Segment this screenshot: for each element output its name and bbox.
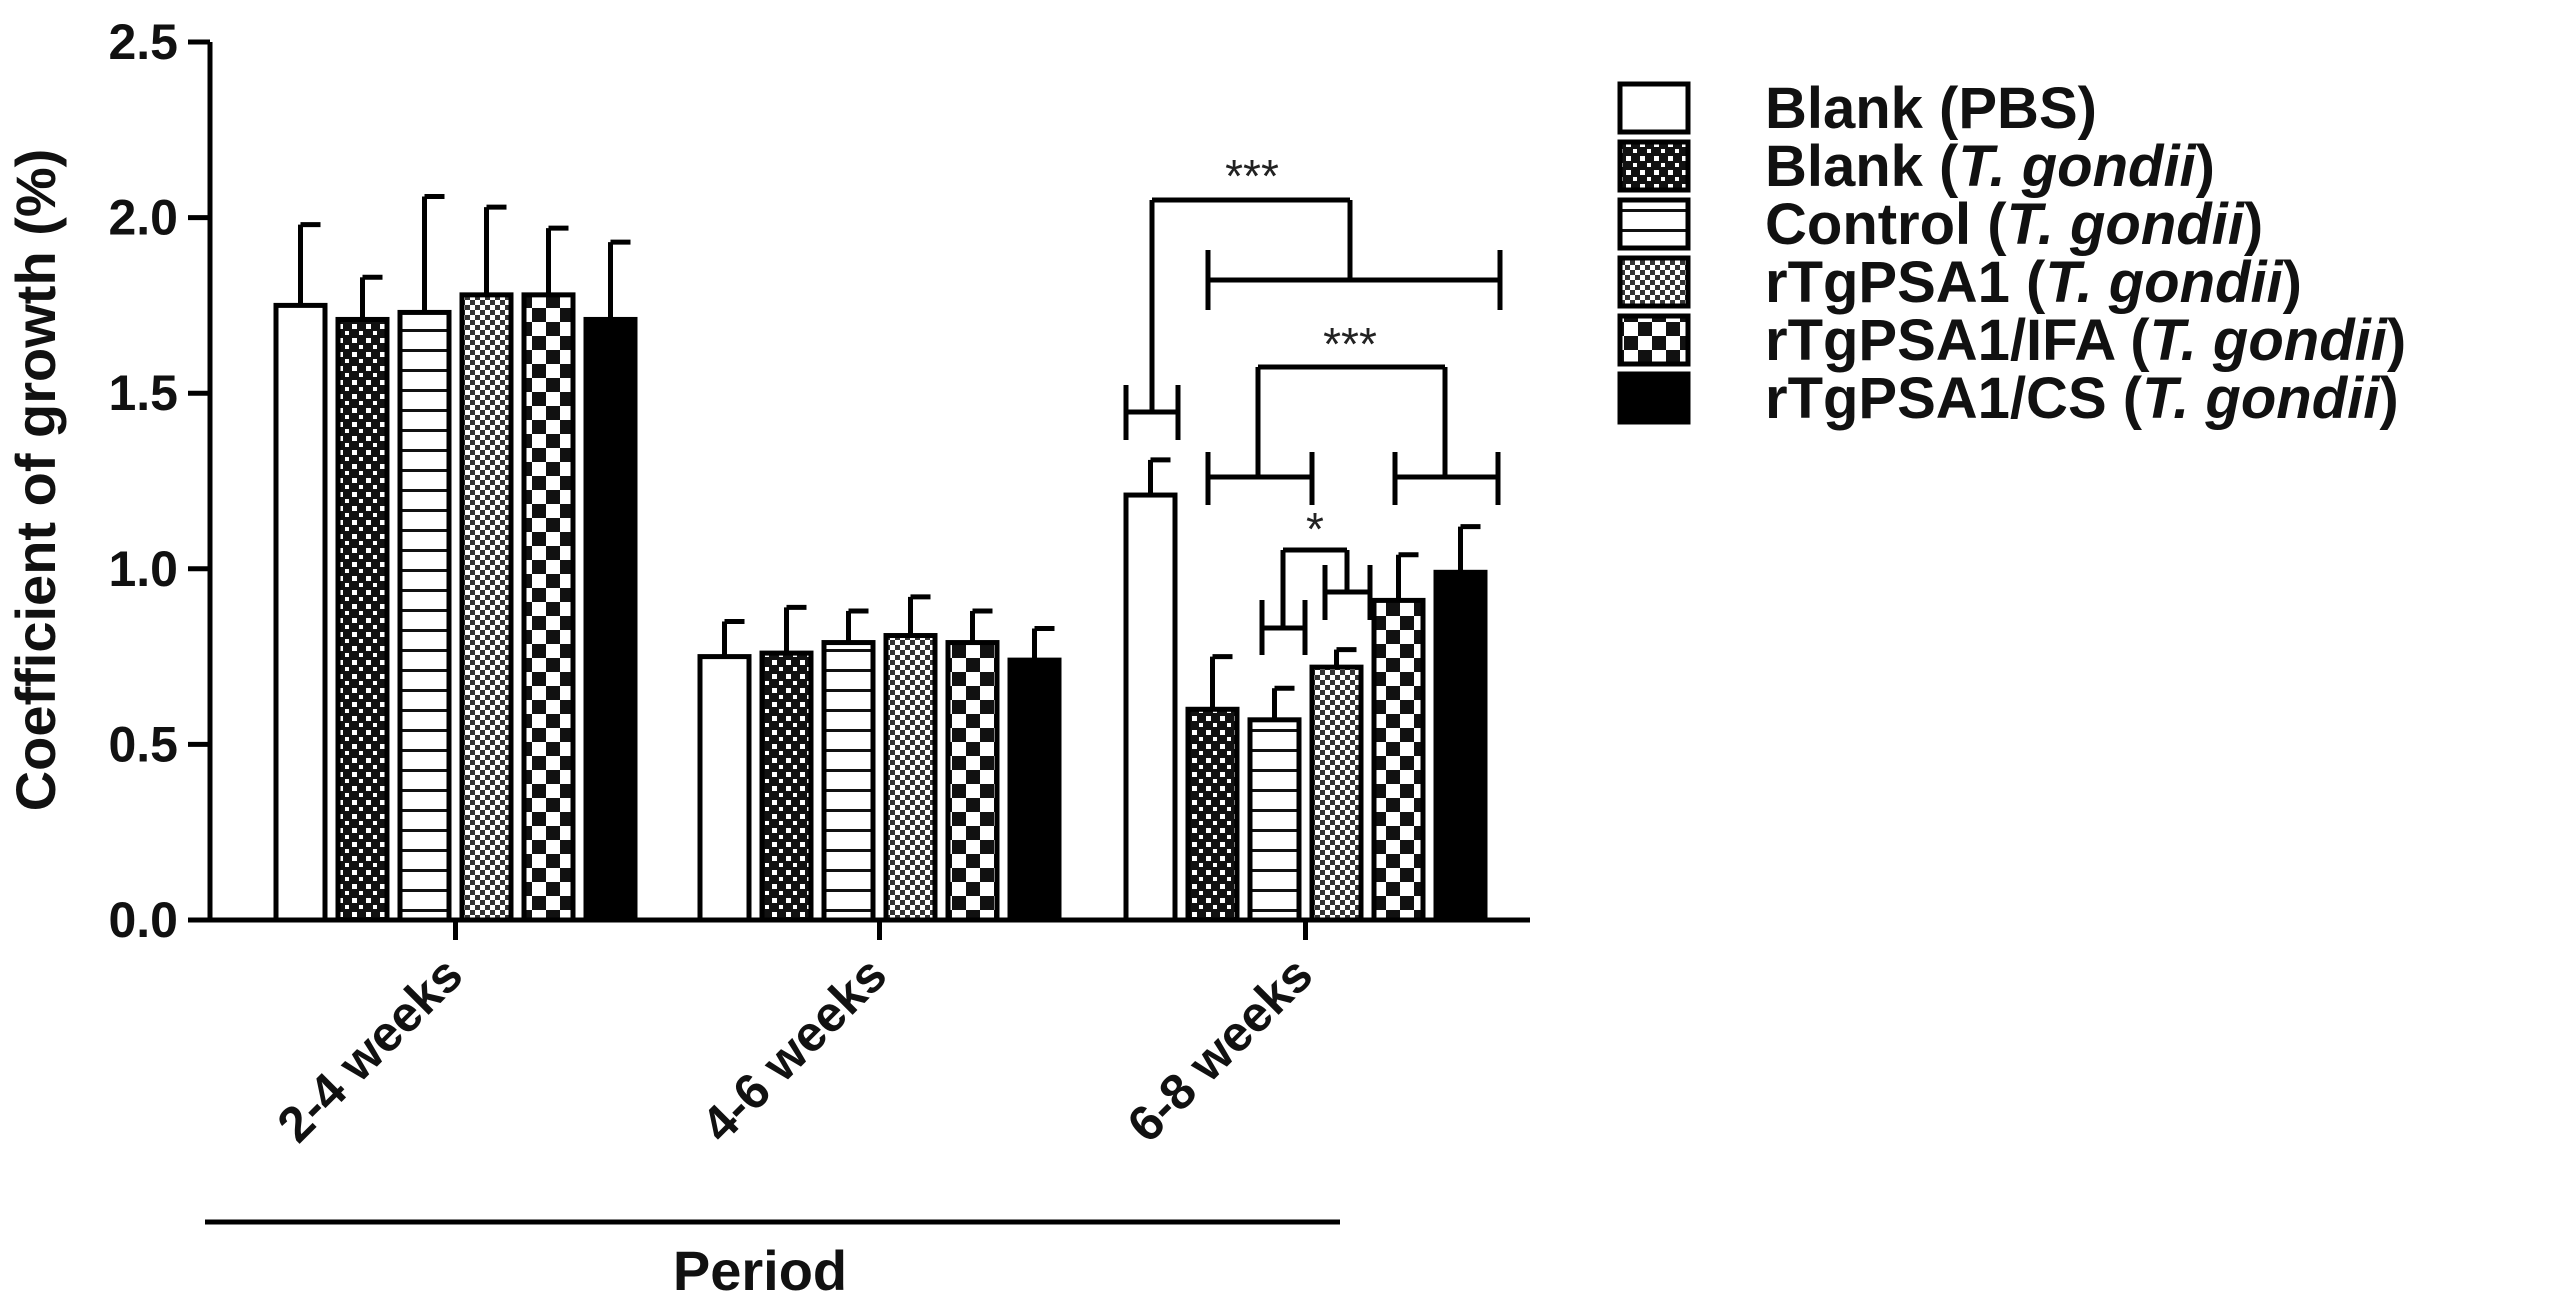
sig-label-1: ***	[1225, 150, 1279, 202]
significance-annotations	[1123, 197, 1503, 655]
legend-swatch	[1617, 81, 1691, 135]
legend-swatch	[1617, 313, 1691, 367]
bar-series-group	[273, 194, 1488, 923]
sig-bracket-blank-pbs	[1123, 200, 1181, 440]
y-tick-label: 1.5	[108, 365, 178, 421]
sig-bracket-rtgpsa1-small	[1322, 550, 1373, 620]
legend-item: Blank (PBS)	[1617, 76, 2097, 141]
y-tick-label: 0.0	[108, 892, 178, 948]
sig-bracket-rtgpsa1-groups	[1205, 200, 1503, 310]
bar	[697, 654, 752, 923]
legend-label: Control (T. gondii)	[1765, 192, 2263, 257]
sig-bracket-ifa-cs	[1392, 367, 1501, 505]
bar	[945, 640, 1000, 923]
y-axis: 0.0 0.5 1.0 1.5 2.0 2.5	[108, 14, 213, 948]
bar	[521, 292, 576, 923]
x-axis: 2-4 weeks 4-6 weeks 6-8 weeks	[210, 917, 1530, 1153]
bar	[1371, 597, 1426, 923]
y-axis-title: Coefficient of growth (%)	[4, 149, 67, 812]
sig-label-2: ***	[1323, 318, 1377, 370]
legend-item: rTgPSA1/IFA (T. gondii)	[1617, 308, 2406, 373]
bar	[1185, 706, 1240, 923]
bar	[1007, 657, 1062, 923]
legend-label: rTgPSA1/IFA (T. gondii)	[1765, 308, 2406, 373]
sig-bracket-blank-control	[1205, 367, 1315, 505]
x-tick-label: 6-8 weeks	[1117, 946, 1324, 1153]
bar	[1123, 492, 1178, 923]
bar	[1247, 717, 1302, 923]
bar	[1433, 569, 1488, 923]
x-tick-label: 2-4 weeks	[267, 946, 474, 1153]
y-tick-label: 2.5	[108, 14, 178, 70]
legend-label: rTgPSA1 (T. gondii)	[1765, 250, 2302, 315]
y-tick-label: 0.5	[108, 716, 178, 772]
legend-item: rTgPSA1/CS (T. gondii)	[1617, 366, 2399, 431]
legend-label: rTgPSA1/CS (T. gondii)	[1765, 366, 2399, 431]
bar	[459, 292, 514, 923]
legend-swatch	[1617, 197, 1691, 251]
bar	[759, 650, 814, 923]
bar	[335, 316, 390, 923]
sig-label-3: *	[1306, 503, 1324, 555]
legend-swatch	[1617, 255, 1691, 309]
bar	[397, 309, 452, 923]
y-tick-label: 2.0	[108, 190, 178, 246]
legend: Blank (PBS)Blank (T. gondii)Control (T. …	[1617, 76, 2406, 431]
bar	[583, 316, 638, 923]
sig-bracket-blank-control-small	[1259, 550, 1308, 655]
bar	[821, 640, 876, 923]
legend-label: Blank (T. gondii)	[1765, 134, 2215, 199]
x-ticks: 2-4 weeks 4-6 weeks 6-8 weeks	[267, 920, 1324, 1153]
legend-swatch	[1617, 139, 1691, 193]
bar	[273, 302, 328, 923]
x-tick-label: 4-6 weeks	[691, 946, 898, 1153]
legend-item: rTgPSA1 (T. gondii)	[1617, 250, 2302, 315]
x-axis-title: Period	[673, 1239, 847, 1302]
y-tick-label: 1.0	[108, 541, 178, 597]
y-ticks: 0.0 0.5 1.0 1.5 2.0 2.5	[108, 14, 210, 948]
legend-item: Blank (T. gondii)	[1617, 134, 2215, 199]
bar	[883, 633, 938, 923]
legend-item: Control (T. gondii)	[1617, 192, 2263, 257]
legend-label: Blank (PBS)	[1765, 76, 2097, 141]
legend-swatch	[1617, 371, 1691, 425]
bar	[1309, 664, 1364, 923]
